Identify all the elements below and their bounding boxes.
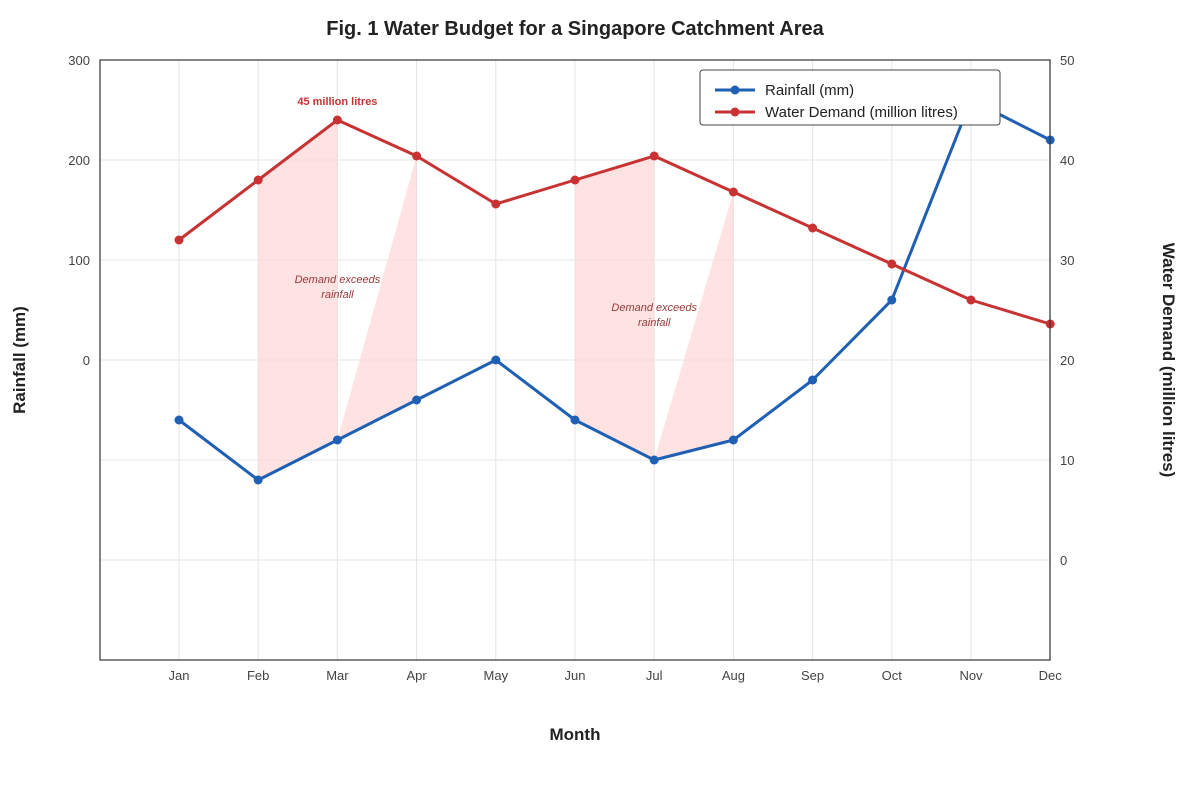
water-demand-point xyxy=(570,175,580,185)
y-left-tick-label: 0 xyxy=(83,353,90,368)
water-demand-point xyxy=(253,175,263,185)
water-demand-point xyxy=(174,235,184,245)
x-tick-label: May xyxy=(484,668,509,683)
legend-entry-label: Water Demand (million litres) xyxy=(765,104,958,121)
water-demand-point xyxy=(412,151,422,161)
water-demand-point xyxy=(491,199,501,209)
rainfall-point xyxy=(570,415,580,425)
x-tick-label: Oct xyxy=(882,668,903,683)
x-tick-label: Aug xyxy=(722,668,745,683)
legend-swatch-marker xyxy=(730,85,740,95)
rainfall-point xyxy=(412,395,422,405)
y-axis-left-title: Rainfall (mm) xyxy=(10,306,29,414)
x-tick-label: Sep xyxy=(801,668,824,683)
y-left-tick-label: 200 xyxy=(68,153,90,168)
shaded-region xyxy=(654,192,734,460)
shaded-region-label: Demand exceeds xyxy=(611,302,697,314)
x-tick-label: Jan xyxy=(169,668,190,683)
y-left-tick-label: 100 xyxy=(68,253,90,268)
x-tick-label: Dec xyxy=(1039,668,1063,683)
x-tick-label: Nov xyxy=(959,668,983,683)
y-axis-right-title: Water Demand (million litres) xyxy=(1159,243,1178,478)
rainfall-point xyxy=(332,435,342,445)
water-demand-line xyxy=(178,118,1051,326)
plot-frame xyxy=(99,59,1051,661)
rainfall-point xyxy=(728,435,738,445)
rainfall-point xyxy=(253,475,263,485)
legend-box xyxy=(699,69,1001,126)
shaded-region xyxy=(337,156,417,440)
x-tick-label: Feb xyxy=(247,668,269,683)
shaded-regions xyxy=(258,120,734,480)
rainfall-point xyxy=(808,375,818,385)
y-right-tick-label: 30 xyxy=(1060,253,1074,268)
x-tick-label: Jun xyxy=(565,668,586,683)
peak-annotation: 45 million litres xyxy=(297,96,377,108)
y-right-tick-label: 10 xyxy=(1060,453,1074,468)
y-right-tick-label: 50 xyxy=(1060,53,1074,68)
water-demand-point xyxy=(966,295,976,305)
shaded-region-label: Demand exceeds xyxy=(295,274,381,286)
legend: Rainfall (mm) Water Demand (million litre… xyxy=(699,69,1001,126)
series-lines xyxy=(174,95,1055,485)
shaded-region-label: rainfall xyxy=(638,317,671,329)
chart-title: Fig. 1 Water Budget for a Singapore Catc… xyxy=(326,18,824,40)
axis-ticks: Jan Feb Mar Apr May Jun Jul Aug Sep Oct Nov Dec0100… xyxy=(68,53,1074,683)
y-right-tick-label: 20 xyxy=(1060,353,1074,368)
legend-entry-label: Rainfall (mm) xyxy=(765,82,854,99)
shaded-region xyxy=(575,156,655,460)
water-demand-point xyxy=(808,223,818,233)
water-demand-point xyxy=(728,187,738,197)
rainfall-point xyxy=(887,295,897,305)
water-demand-point xyxy=(332,115,342,125)
water-demand-point xyxy=(887,259,897,269)
shaded-region-label: rainfall xyxy=(321,289,354,301)
legend-swatch-marker xyxy=(730,107,740,117)
x-tick-label: Mar xyxy=(326,668,349,683)
rainfall-point xyxy=(649,455,659,465)
x-tick-label: Apr xyxy=(406,668,427,683)
y-right-tick-label: 40 xyxy=(1060,153,1074,168)
rainfall-point xyxy=(174,415,184,425)
water-demand-point xyxy=(649,151,659,161)
rainfall-line xyxy=(178,98,1051,482)
y-right-tick-label: 0 xyxy=(1060,553,1067,568)
shaded-region xyxy=(258,120,338,480)
rainfall-point xyxy=(491,355,501,365)
x-axis-title: Month xyxy=(550,725,601,744)
y-left-tick-label: 300 xyxy=(68,53,90,68)
x-tick-label: Jul xyxy=(646,668,663,683)
